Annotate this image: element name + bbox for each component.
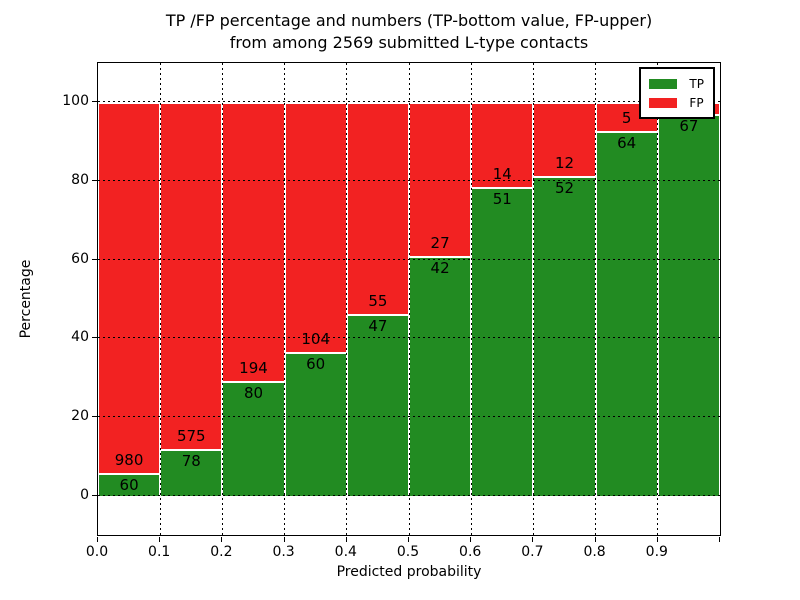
tp-count-label: 64 [617, 133, 637, 152]
plot-area: 980 60 575 78 194 80 104 60 55 47 27 42 14 51 12 52 5 64 6… [97, 62, 721, 536]
x-tick [221, 537, 223, 542]
x-tick [656, 537, 658, 542]
x-tick-label: 0.8 [583, 544, 606, 560]
x-tick-label: 0.1 [148, 544, 171, 560]
v-gridline [532, 63, 534, 535]
bar-segment-fp [223, 102, 284, 381]
tp-count-label: 67 [679, 116, 699, 135]
fp-count-label: 14 [492, 165, 512, 184]
y-tick-label: 20 [71, 408, 89, 424]
fp-count-label: 575 [176, 426, 206, 445]
tp-count-label: 42 [430, 259, 450, 278]
v-gridline [595, 63, 597, 535]
y-tick-label: 0 [80, 486, 89, 503]
v-gridline [657, 63, 659, 535]
bar-segment-tp [410, 256, 471, 496]
tp-count-label: 80 [243, 383, 264, 402]
tp-swatch-icon [649, 78, 678, 89]
x-tick-label: 0.6 [459, 544, 482, 560]
x-tick [159, 537, 161, 542]
fp-count-label: 12 [554, 154, 575, 173]
x-tick-label: 0.3 [272, 544, 295, 560]
x-tick-label: 0.7 [521, 544, 544, 560]
tp-count-label: 78 [181, 451, 201, 470]
bar-segment-tp [285, 351, 346, 496]
bar-segment-fp [472, 102, 533, 188]
fp-count-label: 55 [368, 292, 388, 311]
fp-count-label: 5 [621, 108, 632, 127]
legend-label-tp: TP [689, 76, 704, 91]
v-gridline [408, 63, 410, 535]
x-tick [470, 537, 472, 542]
bar-segment-fp [99, 102, 160, 473]
y-axis-label: Percentage [18, 259, 34, 339]
y-tick [92, 258, 97, 260]
x-tick [97, 537, 98, 542]
x-tick [594, 537, 596, 542]
x-tick [719, 537, 720, 542]
y-tick-label: 80 [71, 172, 89, 188]
legend-item-fp: FP [649, 93, 704, 112]
v-gridline [284, 63, 286, 535]
tp-count-label: 60 [306, 354, 326, 373]
v-gridline [346, 63, 348, 535]
bar-segment-tp [658, 113, 719, 496]
tp-count-label: 52 [554, 179, 575, 198]
bar-segment-tp [223, 380, 284, 496]
tp-count-label: 60 [119, 475, 139, 494]
fp-count-label: 194 [239, 358, 268, 377]
legend-item-tp: TP [649, 74, 704, 93]
bar-segment-fp [534, 102, 595, 177]
bar-segment-tp [472, 187, 533, 496]
x-tick [408, 537, 409, 542]
bar-segment-tp [534, 176, 595, 496]
bar-segment-tp [347, 314, 408, 496]
y-tick [92, 337, 97, 339]
y-tick-label: 100 [62, 93, 89, 110]
bar-segment-fp [410, 102, 471, 257]
x-tick-label: 0.2 [210, 544, 233, 560]
y-tick [92, 180, 97, 181]
bar-segment-fp [347, 102, 408, 315]
chart-title: TP /FP percentage and numbers (TP-bottom… [97, 10, 721, 54]
fp-count-label: 980 [114, 450, 144, 469]
v-gridline [221, 63, 223, 535]
legend-label-fp: FP [689, 95, 704, 110]
chart-title-line1: TP /FP percentage and numbers (TP-bottom… [165, 11, 653, 30]
fp-swatch-icon [649, 97, 678, 108]
x-tick-label: 0.4 [334, 544, 357, 560]
y-tick-label: 40 [71, 329, 89, 346]
legend: TP FP [639, 67, 715, 119]
chart-title-line2: from among 2569 submitted L-type contact… [229, 33, 589, 52]
x-tick [345, 537, 347, 542]
tp-count-label: 51 [492, 190, 512, 209]
fp-count-label: 104 [301, 329, 330, 348]
bar-segment-fp [285, 102, 346, 352]
tp-count-label: 47 [368, 317, 388, 336]
x-axis-label: Predicted probability [336, 564, 482, 580]
bar-segment-tp [99, 472, 160, 496]
bar-segment-fp [161, 102, 222, 449]
y-tick [92, 101, 97, 103]
x-tick [283, 537, 285, 542]
x-tick-label: 0.0 [85, 544, 109, 560]
fp-count-label: 27 [430, 234, 450, 253]
v-gridline [159, 63, 161, 535]
x-tick-label: 0.9 [645, 544, 668, 560]
v-gridline [470, 63, 472, 535]
y-tick [92, 494, 97, 496]
y-tick [92, 416, 97, 417]
x-tick [532, 537, 534, 542]
bar-segment-tp [161, 448, 222, 496]
bar-segment-tp [596, 130, 657, 496]
y-tick-label: 60 [71, 250, 89, 267]
x-tick-label: 0.5 [396, 544, 420, 560]
